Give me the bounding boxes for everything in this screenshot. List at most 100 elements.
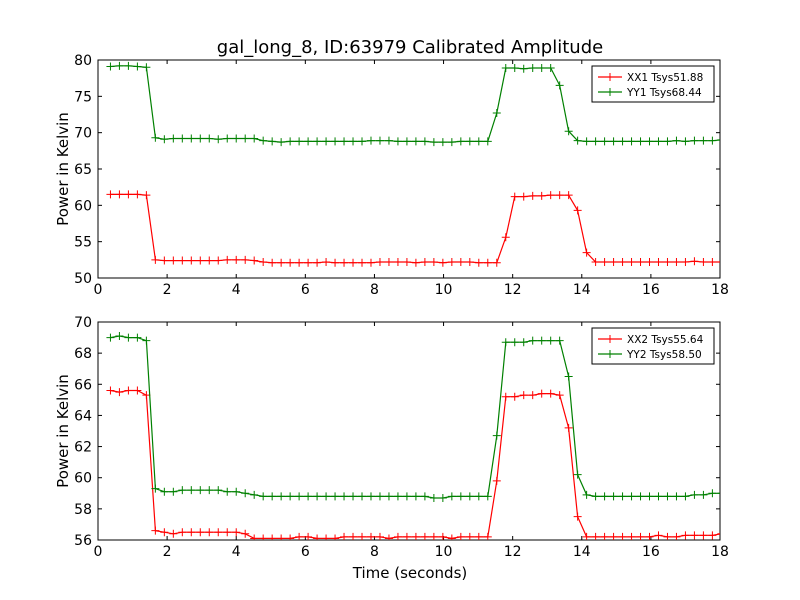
data-point-marker <box>393 137 402 146</box>
data-point-marker <box>384 534 393 540</box>
data-point-marker <box>133 333 142 342</box>
data-point-marker <box>205 134 214 143</box>
data-point-marker <box>438 493 447 502</box>
data-point-marker <box>483 258 492 267</box>
data-point-marker <box>340 137 349 146</box>
data-point-marker <box>474 137 483 146</box>
x-tick-label: 16 <box>642 544 660 560</box>
data-point-marker <box>196 134 205 143</box>
data-point-marker <box>115 332 124 341</box>
data-point-marker <box>690 490 699 499</box>
data-point-marker <box>232 528 241 537</box>
data-point-marker <box>223 255 232 264</box>
data-point-marker <box>663 532 672 540</box>
legend-label: XX2 Tsys55.64 <box>627 334 704 346</box>
data-point-marker <box>582 248 591 257</box>
data-point-marker <box>277 492 286 501</box>
data-point-marker <box>268 258 277 267</box>
y-axis-label: Power in Kelvin <box>54 374 72 488</box>
data-point-marker <box>609 492 618 501</box>
data-point-marker <box>124 386 133 395</box>
data-point-marker <box>411 492 420 501</box>
data-point-marker <box>591 137 600 146</box>
data-point-marker <box>645 532 654 540</box>
data-point-marker <box>654 492 663 501</box>
data-point-marker <box>483 137 492 146</box>
data-point-marker <box>196 486 205 495</box>
data-point-marker <box>636 258 645 267</box>
data-point-marker <box>492 109 501 118</box>
data-point-marker <box>510 392 519 401</box>
data-point-marker <box>331 534 340 540</box>
data-point-marker <box>591 492 600 501</box>
data-point-marker <box>546 191 555 200</box>
data-point-marker <box>537 389 546 398</box>
data-point-marker <box>286 258 295 267</box>
data-point-marker <box>187 256 196 265</box>
data-point-marker <box>456 258 465 267</box>
x-axis-label: Time (seconds) <box>352 564 468 582</box>
data-point-marker <box>420 492 429 501</box>
data-point-marker <box>420 137 429 146</box>
data-point-marker <box>375 532 384 540</box>
data-point-marker <box>232 255 241 264</box>
data-point-marker <box>295 492 304 501</box>
data-point-marker <box>501 392 510 401</box>
data-point-marker <box>537 191 546 200</box>
data-point-marker <box>564 372 573 381</box>
data-point-marker <box>151 255 160 264</box>
data-point-marker <box>366 532 375 540</box>
data-point-marker <box>519 338 528 347</box>
data-point-marker <box>528 63 537 72</box>
data-point-marker <box>582 137 591 146</box>
data-point-marker <box>582 532 591 540</box>
data-point-marker <box>196 256 205 265</box>
data-point-marker <box>672 492 681 501</box>
data-point-marker <box>313 137 322 146</box>
y-tick-label: 60 <box>74 471 92 487</box>
y-axis-label: Power in Kelvin <box>54 112 72 226</box>
legend-label: YY1 Tsys68.44 <box>626 87 702 99</box>
data-point-marker <box>124 190 133 199</box>
data-point-marker <box>295 258 304 267</box>
data-point-marker <box>600 137 609 146</box>
data-point-marker <box>672 258 681 267</box>
data-point-marker <box>447 534 456 540</box>
legend: XX1 Tsys51.88 YY1 Tsys68.44 <box>591 65 715 103</box>
data-point-marker <box>618 258 627 267</box>
data-point-marker <box>636 532 645 540</box>
data-point-marker <box>510 338 519 347</box>
data-point-marker <box>447 258 456 267</box>
data-point-marker <box>501 338 510 347</box>
x-tick-label: 2 <box>163 544 172 560</box>
data-point-marker <box>205 256 214 265</box>
data-point-marker <box>384 136 393 145</box>
data-point-marker <box>178 528 187 537</box>
data-point-marker <box>573 470 582 479</box>
data-point-marker <box>286 492 295 501</box>
x-tick-label: 8 <box>370 544 379 560</box>
data-point-marker <box>340 532 349 540</box>
data-point-marker <box>402 137 411 146</box>
data-point-marker <box>295 532 304 540</box>
data-point-marker <box>313 492 322 501</box>
data-point-marker <box>501 63 510 72</box>
data-point-marker <box>474 258 483 267</box>
data-point-marker <box>214 528 223 537</box>
data-point-marker <box>618 492 627 501</box>
data-point-marker <box>187 134 196 143</box>
data-point-marker <box>142 391 151 400</box>
top-panel: 0 2 4 6 8 10 12 14 16 18 50 55 60 65 70 75 80 Power in Ke… <box>54 53 729 298</box>
data-point-marker <box>358 137 367 146</box>
data-point-marker <box>456 137 465 146</box>
data-point-marker <box>447 492 456 501</box>
data-point-marker <box>690 531 699 540</box>
data-point-marker <box>510 63 519 72</box>
data-point-marker <box>456 532 465 540</box>
y-tick-label: 56 <box>74 533 92 549</box>
data-point-marker <box>304 258 313 267</box>
data-point-marker <box>438 138 447 147</box>
data-point-marker <box>402 532 411 540</box>
data-point-marker <box>420 532 429 540</box>
